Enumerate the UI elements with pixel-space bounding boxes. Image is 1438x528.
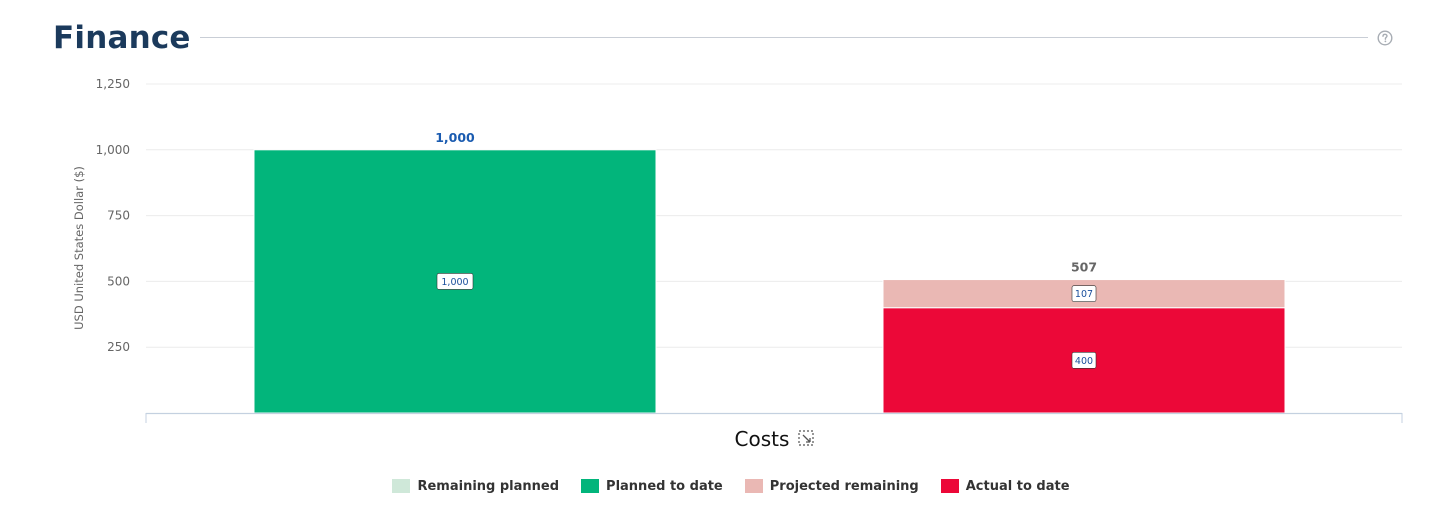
data-label: 400 xyxy=(1075,356,1093,367)
zoom-select-icon[interactable] xyxy=(798,430,814,446)
legend-item[interactable]: Remaining planned xyxy=(392,476,559,496)
help-circle-icon[interactable] xyxy=(1377,30,1393,46)
legend-swatch xyxy=(744,479,763,493)
bar-total-label: 1,000 xyxy=(435,130,475,145)
finance-header: Finance xyxy=(0,0,1438,80)
y-axis-title: USD United States Dollar ($) xyxy=(72,166,86,330)
costs-chart: 250 500 750 1,000 1,250 USD United States Do… xyxy=(72,77,1403,451)
legend-swatch xyxy=(392,479,411,493)
bar-group: 1,000 1,000 xyxy=(253,130,657,414)
legend-label: Actual to date xyxy=(965,478,1070,494)
bars: 1,000 1,000 400 107 507 xyxy=(253,130,1286,414)
bar-group: 400 107 507 xyxy=(882,260,1286,414)
legend-label: Projected remaining xyxy=(769,478,919,494)
legend-item[interactable]: Projected remaining xyxy=(744,476,919,496)
legend-swatch xyxy=(581,479,600,493)
legend-label: Remaining planned xyxy=(417,478,560,494)
y-tick-label: 500 xyxy=(107,274,130,288)
data-label-box xyxy=(436,273,474,290)
bar-total-label: 507 xyxy=(1071,260,1097,275)
data-label: 1,000 xyxy=(441,277,468,288)
data-label: 107 xyxy=(1075,289,1093,300)
legend-swatch xyxy=(940,479,959,493)
page-title: Finance xyxy=(53,20,191,56)
y-tick-label: 750 xyxy=(107,209,130,223)
y-axis-ticks: 250 500 750 1,000 1,250 xyxy=(96,77,130,354)
legend-item[interactable]: Planned to date xyxy=(581,476,723,496)
data-label-box xyxy=(1071,352,1097,369)
title-divider xyxy=(200,37,1368,38)
legend-label: Planned to date xyxy=(606,478,723,494)
legend-item[interactable]: Actual to date xyxy=(940,476,1070,496)
chart-legend: Remaining planned Planned to date Projecte… xyxy=(0,476,1438,496)
y-tick-label: 1,250 xyxy=(96,77,130,91)
data-label-box xyxy=(1071,285,1097,302)
x-axis-title: Costs xyxy=(735,427,790,451)
y-tick-label: 250 xyxy=(107,340,130,354)
y-tick-label: 1,000 xyxy=(96,143,130,157)
